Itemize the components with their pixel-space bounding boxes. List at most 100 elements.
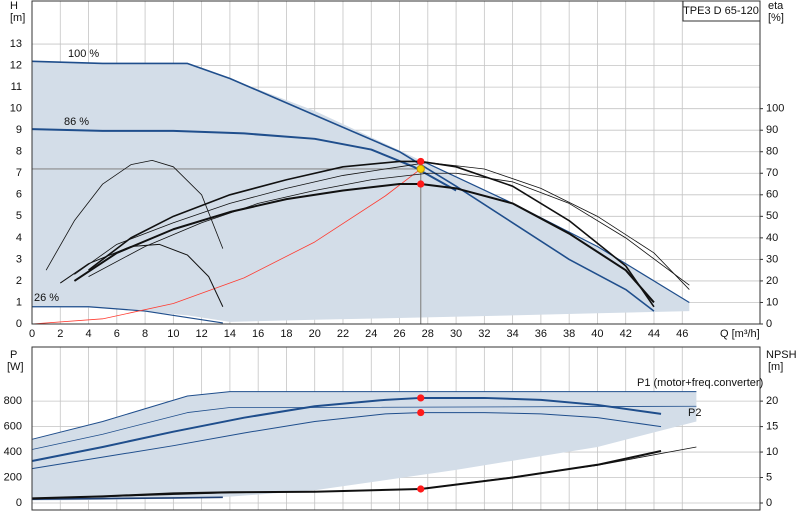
power-panel: 0 200 400 600 800 0 5 10 15 20 P[W] NPSH[m] P1 (moto… <box>4 346 797 511</box>
y2-tick-label: 10 <box>766 446 778 458</box>
curve <box>74 162 690 290</box>
curve <box>73 183 655 304</box>
y-tick-label: 800 <box>4 395 22 407</box>
x-tick-label: 2 <box>57 328 63 340</box>
x-tick-label: 16 <box>252 328 264 340</box>
y-tick-label: 0 <box>16 497 22 509</box>
y-tick-label: 11 <box>11 81 22 93</box>
curve <box>88 160 655 308</box>
x-tick-label: 38 <box>563 328 575 340</box>
operating-range <box>32 391 697 501</box>
y2-tick-label: 10 <box>766 296 778 308</box>
x-tick-label: 22 <box>337 328 349 340</box>
y-tick-label: 8 <box>16 146 22 158</box>
axis-label: [W] <box>7 361 24 373</box>
y-tick-label: 6 <box>16 189 22 201</box>
axis-label: [%] <box>768 12 784 24</box>
y2-tick-label: 20 <box>766 275 778 287</box>
y-tick-label: 1 <box>16 296 22 308</box>
duty-point <box>417 394 425 402</box>
x-tick-label: 14 <box>224 328 236 340</box>
x-tick-label: 42 <box>620 328 632 340</box>
y-tick-label: 5 <box>16 210 22 222</box>
plot-frame <box>31 346 761 511</box>
duty-point <box>417 485 425 493</box>
curve <box>31 412 662 470</box>
curve <box>31 128 457 192</box>
y2-tick-label: 60 <box>766 189 778 201</box>
duty-point <box>416 164 425 174</box>
title-box <box>682 0 761 22</box>
y2-tick-label: 90 <box>766 124 778 136</box>
y2-tick-label: 30 <box>766 253 778 265</box>
curve <box>31 168 421 325</box>
axis-label: H <box>10 0 18 12</box>
curve <box>59 243 224 307</box>
x-tick-label: 24 <box>365 328 377 340</box>
y2-tick-label: 0 <box>766 318 772 330</box>
x-tick-label: 30 <box>450 328 462 340</box>
curve <box>45 159 224 271</box>
x-tick-label: 6 <box>114 328 120 340</box>
curve <box>88 172 690 286</box>
curve <box>31 60 655 312</box>
y-tick-label: 200 <box>4 471 22 483</box>
y-tick-label: 0 <box>16 318 22 330</box>
y2-tick-label: 0 <box>766 497 772 509</box>
x-tick-label: 10 <box>167 328 179 340</box>
y2-tick-label: 70 <box>766 167 778 179</box>
x-tick-label: 28 <box>422 328 434 340</box>
y-tick-label: 600 <box>4 420 22 432</box>
duty-point <box>417 157 425 166</box>
axis-label: [m] <box>10 12 25 24</box>
curve <box>31 396 662 462</box>
x-tick-label: 40 <box>591 328 603 340</box>
x-tick-label: 8 <box>142 328 148 340</box>
y-tick-label: 12 <box>10 60 22 72</box>
y-tick-label: 400 <box>4 446 22 458</box>
x-tick-label: 0 <box>29 328 35 340</box>
y-tick-label: 2 <box>16 275 22 287</box>
curve-annotation: 86 % <box>64 116 89 128</box>
curve-annotation: 100 % <box>68 48 99 60</box>
x-tick-label: 18 <box>280 328 292 340</box>
chart-title: TPE3 D 65-120 <box>683 5 759 17</box>
x-tick-label: 4 <box>85 328 91 340</box>
y2-tick-label: 15 <box>766 420 778 432</box>
duty-point <box>417 408 425 417</box>
x-tick-label: 36 <box>535 328 547 340</box>
axis-label: eta <box>768 0 784 12</box>
y2-tick-label: 20 <box>766 395 778 407</box>
x-tick-label: 32 <box>478 328 490 340</box>
curve-annotation: P2 <box>688 407 701 419</box>
curve <box>31 405 697 450</box>
axis-label: [m] <box>768 361 783 373</box>
y2-tick-label: 5 <box>766 471 772 483</box>
y2-tick-label: 40 <box>766 232 778 244</box>
curve-annotation: 26 % <box>34 292 59 304</box>
curve <box>31 496 223 500</box>
y-tick-label: 9 <box>16 124 22 136</box>
plot-frame <box>31 0 761 325</box>
y-tick-label: 4 <box>16 232 22 244</box>
x-tick-label: 44 <box>648 328 660 340</box>
y2-tick-label: 100 <box>766 103 784 115</box>
y-tick-label: 3 <box>16 253 22 265</box>
head-panel: 0 2 4 6 8 10 12 14 16 18 20 22 24 26 28 30 32 34 36 38 40 42 4… <box>10 0 785 340</box>
axis-label: P <box>10 349 17 361</box>
y-tick-label: 13 <box>10 38 22 50</box>
x-tick-label: 26 <box>393 328 405 340</box>
y2-tick-label: 80 <box>766 146 778 158</box>
x-axis-label: Q [m³/h] <box>720 328 760 340</box>
y-tick-label: 7 <box>16 167 22 179</box>
x-tick-label: 20 <box>309 328 321 340</box>
x-tick-label: 12 <box>196 328 208 340</box>
operating-range <box>32 61 690 322</box>
x-tick-label: 46 <box>676 328 688 340</box>
curve <box>31 391 697 440</box>
curve-annotation: P1 (motor+freq.converter) <box>637 377 763 389</box>
duty-point <box>417 180 425 188</box>
curve <box>32 306 223 324</box>
y-tick-label: 10 <box>10 103 22 115</box>
